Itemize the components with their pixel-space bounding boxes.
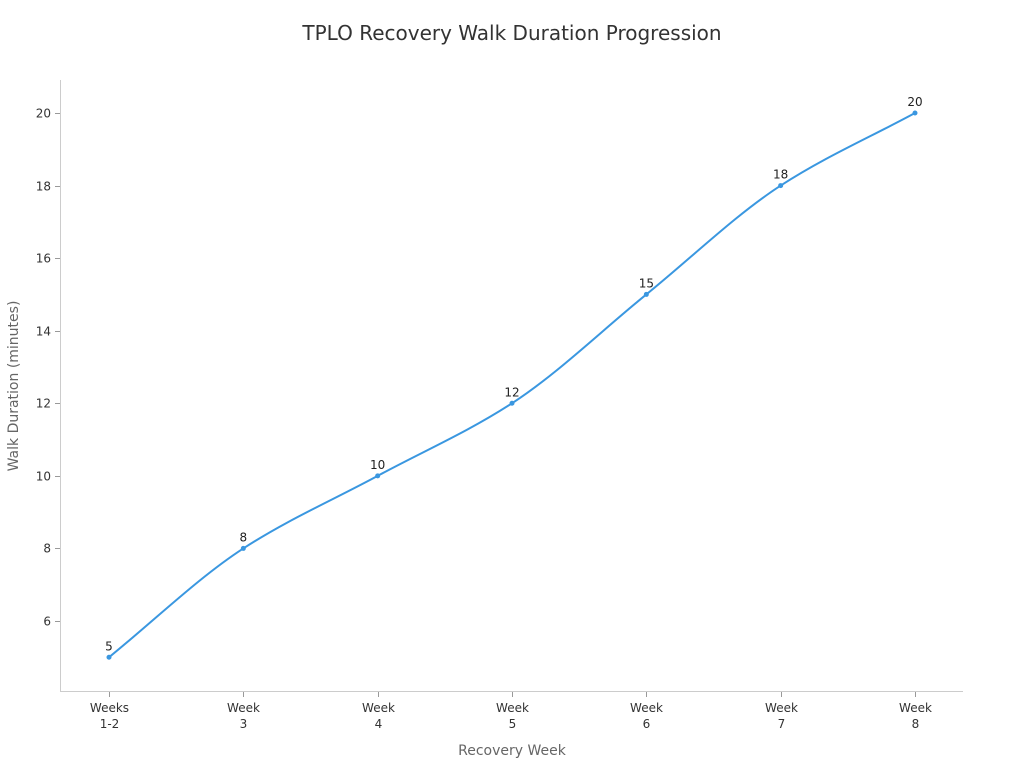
y-tick-label: 10 <box>36 470 51 484</box>
data-point <box>643 291 649 297</box>
y-axis-title: Walk Duration (minutes) <box>6 301 22 472</box>
y-tick-label: 6 <box>43 615 51 629</box>
y-tick-label: 8 <box>43 542 51 556</box>
axes <box>60 80 963 692</box>
x-axis-title: Recovery Week <box>458 743 567 759</box>
data-point <box>106 654 112 660</box>
x-tick-label: Week 8 <box>899 701 932 731</box>
data-point <box>912 110 918 116</box>
data-label: 10 <box>370 458 385 472</box>
data-point <box>375 473 381 479</box>
chart-title: TPLO Recovery Walk Duration Progression <box>301 21 721 45</box>
x-tick-label: Week 7 <box>765 701 798 731</box>
x-tick-label: Week 3 <box>227 701 260 731</box>
data-point <box>240 545 246 551</box>
x-tick-label: Week 4 <box>362 701 395 731</box>
x-tick-label: Week 5 <box>496 701 529 731</box>
data-label: 8 <box>240 530 248 544</box>
y-tick-label: 12 <box>36 397 51 411</box>
y-tick-label: 20 <box>36 107 51 121</box>
y-tick-label: 14 <box>36 325 51 339</box>
data-markers <box>106 110 918 660</box>
data-label: 18 <box>773 168 788 182</box>
y-axis-ticks: 6 8 10 12 14 16 18 20 <box>36 107 60 629</box>
data-label: 15 <box>639 276 654 290</box>
data-point <box>509 400 515 406</box>
data-label: 5 <box>105 639 113 653</box>
data-labels: 5 8 10 12 15 18 20 <box>105 95 922 653</box>
y-tick-label: 16 <box>36 252 51 266</box>
x-tick-label: Weeks 1-2 <box>90 701 129 731</box>
data-point <box>778 183 784 189</box>
x-tick-label: Week 6 <box>630 701 663 731</box>
data-label: 12 <box>504 385 519 399</box>
y-tick-label: 18 <box>36 180 51 194</box>
x-axis-ticks: Weeks 1-2 Week 3 Week 4 Week 5 Week 6 Week 7 Week 8 <box>90 692 932 731</box>
data-label: 20 <box>907 95 922 109</box>
